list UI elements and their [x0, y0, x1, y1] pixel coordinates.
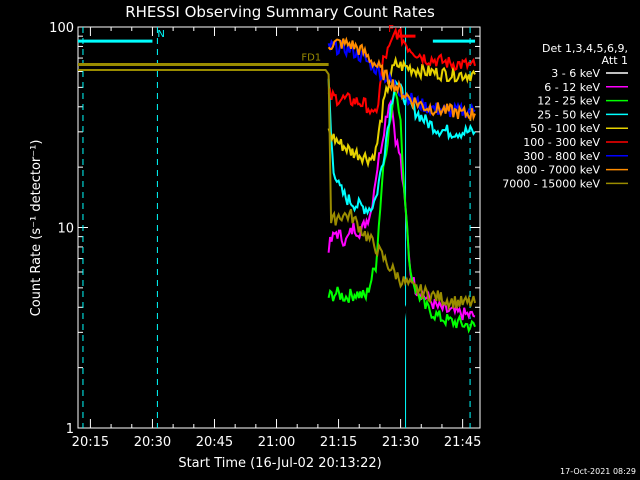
- y-tick-label: 100: [49, 21, 74, 36]
- legend-label: 3 - 6 keV: [551, 67, 600, 80]
- y-tick-label: 10: [57, 222, 74, 237]
- legend-label: 300 - 800 keV: [523, 150, 600, 163]
- legend-label: 800 - 7000 keV: [516, 164, 600, 177]
- series-line: [327, 90, 476, 334]
- legend-label: 50 - 100 keV: [530, 122, 600, 135]
- legend-label: 25 - 50 keV: [537, 108, 600, 121]
- chart-title: RHESSI Observing Summary Count Rates: [125, 3, 435, 21]
- legend-label: 12 - 25 keV: [537, 95, 600, 108]
- series-line: [327, 99, 476, 321]
- timestamp: 17-Oct-2021 08:29: [560, 467, 636, 476]
- plot-area: 20:15 20:30 20:45 21:00 21:15 21:30 21:45 1 10 10…: [49, 21, 481, 450]
- series-line: [327, 78, 476, 216]
- x-axis-label: Start Time (16-Jul-02 20:13:22): [178, 456, 381, 471]
- legend-header: Att 1: [602, 54, 628, 67]
- legend-label: 100 - 300 keV: [523, 136, 600, 149]
- series-line: [327, 284, 476, 352]
- series-line: [78, 69, 476, 311]
- legend-header: Det 1,3,4,5,6,9,: [542, 42, 628, 55]
- y-tick-label: 1: [66, 422, 74, 437]
- y-axis-label: Count Rate (s⁻¹ detector⁻¹): [29, 140, 44, 317]
- x-tick-label: 21:00: [258, 435, 295, 450]
- state-bar-label: FD1: [301, 53, 321, 64]
- x-tick-label: 20:15: [72, 435, 109, 450]
- series-line: [327, 36, 476, 122]
- series-line: [327, 27, 476, 116]
- state-bar-label: F: [388, 24, 394, 35]
- x-tick-label: 21:15: [320, 435, 357, 450]
- legend-label: 7000 - 15000 keV: [502, 177, 600, 190]
- x-tick-label: 21:30: [382, 435, 419, 450]
- legend-label: 6 - 12 keV: [544, 81, 600, 94]
- x-tick-label: 20:30: [134, 435, 171, 450]
- state-bar-label: N: [157, 29, 164, 40]
- x-tick-label: 20:45: [196, 435, 233, 450]
- series-line: [327, 55, 476, 169]
- x-tick-label: 21:45: [444, 435, 481, 450]
- series-group: [78, 27, 476, 352]
